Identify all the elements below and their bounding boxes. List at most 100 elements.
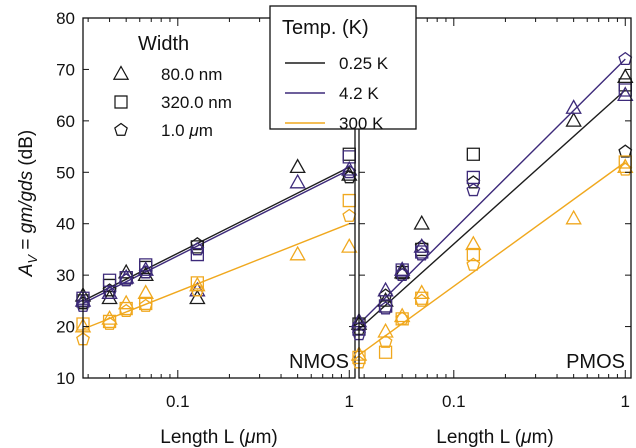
y-label-equals: = — [16, 233, 37, 255]
legend-marker-pentagon — [114, 122, 128, 136]
data-point-triangle-0-25-k — [413, 214, 430, 230]
data-point-pentagon-300-k — [138, 298, 153, 312]
data-point-pentagon-300-k — [342, 208, 357, 222]
width-legend-text: 1.0 — [161, 121, 189, 140]
data-point-square-300-k — [466, 247, 480, 262]
data-point-triangle-300-k — [289, 245, 306, 261]
data-point-square-4-2-k — [102, 273, 117, 287]
data-point-pentagon-4-2-k — [119, 272, 134, 287]
fit-line-300-k — [82, 223, 350, 330]
fit-line-0-25-k — [82, 166, 350, 302]
legend-marker-triangle — [112, 65, 130, 80]
panel-name-nmos: NMOS — [289, 351, 349, 373]
x-label-text: Length L ( — [160, 427, 246, 448]
data-point-pentagon-300-k — [119, 303, 134, 318]
data-point-pentagon-0-25-k — [466, 175, 481, 189]
plot-frame — [82, 17, 356, 379]
y-tick-label: 80 — [56, 9, 75, 28]
panel-name-pmos: PMOS — [566, 351, 625, 373]
data-point-square-300-k — [352, 350, 366, 365]
y-label-unit: (dB) — [16, 130, 37, 171]
data-point-square-4-2-k — [352, 322, 366, 336]
y-axis-label-group: AV = gm/gds (dB) — [16, 130, 40, 278]
data-point-square-4-2-k — [466, 170, 480, 185]
x-label-text: Length L ( — [436, 427, 522, 448]
data-point-triangle-0-25-k — [289, 158, 306, 174]
y-label-symbol: A — [16, 264, 37, 278]
x-label-mu: μ — [244, 427, 256, 448]
width-legend-title: Width — [138, 33, 189, 55]
data-point-pentagon-300-k — [466, 257, 481, 271]
data-point-square-300-k — [342, 193, 356, 208]
x-axis-label: Length L (μm) — [436, 427, 553, 448]
temperature-legend-label-0-25-k: 0.25 K — [339, 54, 389, 73]
y-label-ratio: gm/gds — [16, 170, 37, 233]
data-point-pentagon-4-2-k — [618, 51, 633, 66]
data-point-triangle-4-2-k — [565, 99, 582, 114]
data-point-triangle-0-25-k — [189, 289, 206, 305]
data-point-triangle-300-k — [565, 209, 582, 225]
y-tick-label: 30 — [56, 266, 75, 285]
x-tick-label: 0.1 — [442, 392, 466, 411]
x-tick-label: 0.1 — [166, 392, 190, 411]
data-point-pentagon-0-25-k — [618, 144, 633, 158]
y-tick-label: 50 — [56, 163, 75, 182]
y-tick-label: 10 — [56, 369, 75, 388]
data-point-square-4-2-k — [190, 247, 204, 262]
data-point-pentagon-4-2-k — [414, 247, 429, 261]
data-point-triangle-300-k — [101, 310, 118, 325]
data-point-triangle-0-25-k — [617, 68, 634, 84]
x-tick-label: 1 — [345, 392, 354, 411]
pmos-panel: 0.1 1 Length L (μm) PMOS — [350, 17, 634, 448]
data-point-triangle-300-k — [465, 235, 482, 251]
temperature-legend-box — [269, 5, 417, 130]
data-point-pentagon-4-2-k — [138, 265, 153, 279]
data-point-square-300-k — [395, 312, 409, 326]
width-legend-label-80-0-nm: 80.0 nm — [161, 65, 222, 84]
data-point-pentagon-4-2-k — [190, 242, 205, 256]
data-point-square-0-25-k — [342, 147, 356, 161]
data-point-pentagon-0-25-k — [102, 283, 117, 297]
data-point-pentagon-4-2-k — [466, 182, 481, 197]
plot-frame — [358, 17, 632, 379]
data-point-pentagon-300-k — [190, 283, 205, 297]
width-legend-mu: μ — [188, 121, 199, 140]
data-point-square-4-2-k — [395, 263, 409, 277]
data-point-square-0-25-k — [466, 147, 480, 161]
data-point-triangle-4-2-k — [377, 281, 394, 297]
temperature-legend: Temp. (K) 0.25 K 4.2 K 300 K — [269, 5, 417, 133]
fit-line-300-k — [358, 161, 626, 356]
width-legend-label-1-0-m: 1.0 μm — [161, 121, 213, 140]
temperature-legend-label-300-k: 300 K — [339, 114, 384, 133]
fit-line-0-25-k — [358, 89, 626, 330]
data-point-pentagon-4-2-k — [378, 301, 393, 315]
x-label-unit: m) — [256, 427, 278, 448]
data-point-triangle-300-k — [137, 284, 154, 300]
data-point-triangle-4-2-k — [393, 261, 411, 276]
data-point-pentagon-0-25-k — [190, 236, 205, 251]
data-point-pentagon-4-2-k — [102, 285, 117, 300]
data-point-square-300-k — [76, 317, 90, 331]
data-point-pentagon-4-2-k — [395, 267, 410, 282]
data-point-square-0-25-k — [618, 78, 632, 92]
y-tick-label: 40 — [56, 215, 75, 234]
data-point-pentagon-300-k — [378, 334, 393, 348]
x-label-unit: m) — [532, 427, 554, 448]
temperature-legend-label-4-2-k: 4.2 K — [339, 84, 379, 103]
legend-marker-square — [114, 95, 128, 109]
width-legend-label-320-0-nm: 320.0 nm — [161, 93, 232, 112]
data-point-pentagon-300-k — [414, 293, 429, 307]
x-axis-label: Length L (μm) — [160, 427, 277, 448]
y-tick-label: 70 — [56, 60, 75, 79]
data-point-triangle-300-k — [189, 276, 206, 292]
data-point-triangle-300-k — [377, 322, 394, 338]
fit-line-4-2-k — [82, 169, 350, 305]
data-point-triangle-300-k — [341, 238, 358, 253]
x-tick-label: 1 — [621, 392, 630, 411]
data-point-pentagon-300-k — [395, 311, 410, 325]
x-label-mu: μ — [520, 427, 532, 448]
width-legend: Width 80.0 nm 320.0 nm 1.0 μm — [112, 33, 232, 140]
y-tick-label: 20 — [56, 318, 75, 337]
